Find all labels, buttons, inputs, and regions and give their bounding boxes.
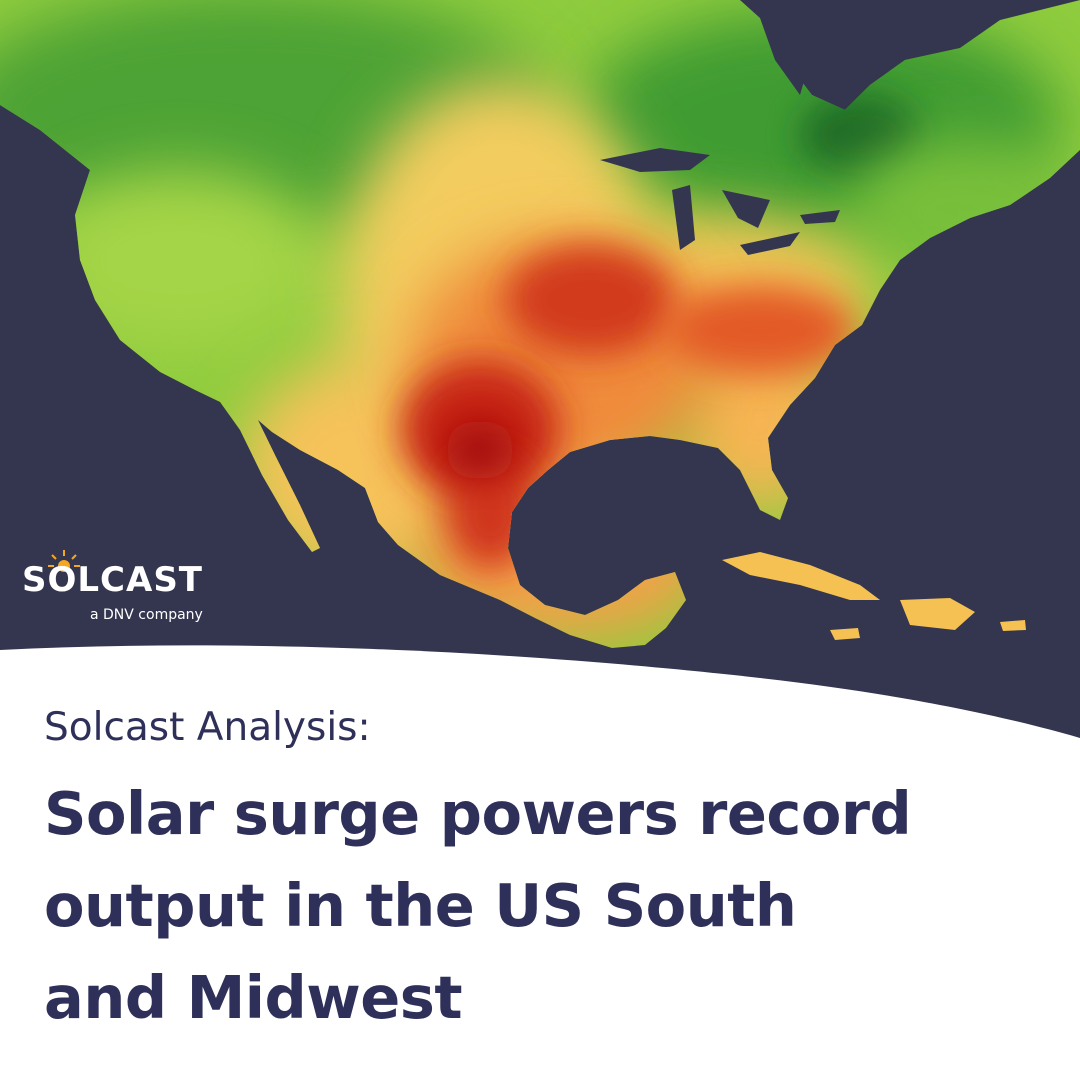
headline-line: output in the US South (44, 871, 797, 940)
lake-superior (600, 148, 710, 172)
lake-michigan (672, 185, 695, 250)
headline: Solar surge powers record output in the … (44, 768, 1054, 1044)
lake-erie (740, 232, 800, 255)
lake-huron (722, 190, 770, 228)
eyebrow-title: Solcast Analysis: (44, 705, 371, 750)
headline-line: and Midwest (44, 963, 463, 1032)
headline-line: Solar surge powers record (44, 779, 912, 848)
logo-tagline: a DNV company (90, 607, 203, 623)
hudson-bay (740, 0, 810, 95)
sun-circuit-icon (48, 550, 80, 572)
map-svg (0, 0, 1080, 760)
puerto-rico (1000, 620, 1026, 631)
solcast-logo: SOLCAST a DNV company (22, 550, 222, 628)
jamaica (830, 628, 860, 640)
wave-divider (0, 645, 1080, 760)
solar-irradiance-map (0, 0, 1080, 760)
lake-ontario (800, 210, 840, 224)
hispaniola (900, 598, 975, 630)
logo-wordmark: SOLCAST (22, 560, 204, 600)
text-panel: Solcast Analysis: Solar surge powers rec… (44, 700, 1054, 1044)
cuba (722, 552, 880, 600)
